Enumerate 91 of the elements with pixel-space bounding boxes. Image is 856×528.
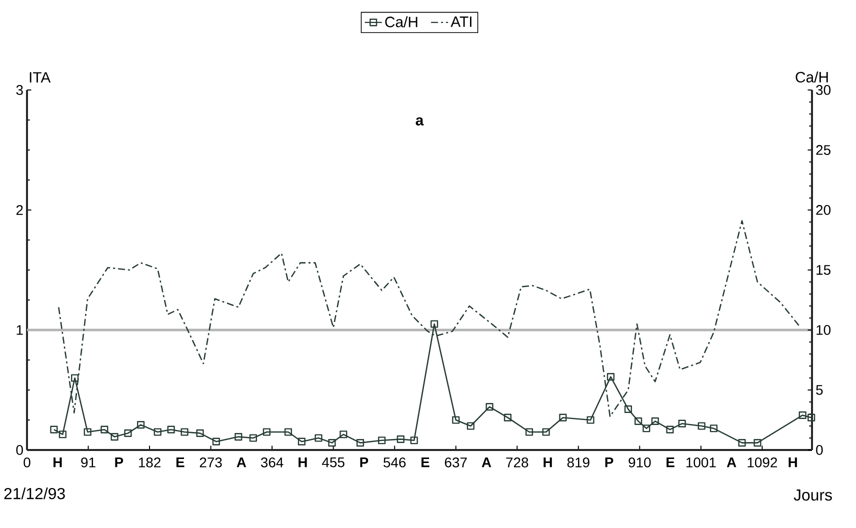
y-tick-label: 1 (16, 325, 23, 335)
point (378, 436, 386, 444)
point (58, 430, 66, 438)
x-tick-label: 455 (322, 458, 344, 468)
point (100, 426, 108, 434)
point (136, 421, 145, 429)
point (234, 433, 242, 441)
x-tick-label: 182 (138, 457, 160, 468)
point (212, 438, 220, 446)
text: a (416, 117, 424, 126)
point (340, 430, 348, 438)
x-tick-label: H (788, 458, 797, 468)
point (651, 417, 659, 425)
x-tick-label: P (605, 458, 614, 468)
point (328, 439, 336, 447)
y-tick-label: 2 (16, 205, 23, 215)
point (84, 428, 92, 436)
y2-axis-title: Ca/H (796, 72, 828, 82)
point (754, 439, 762, 447)
x-tick-label: 819 (567, 457, 590, 468)
point (249, 434, 257, 442)
x-tick-label: A (482, 458, 492, 468)
y2-tick-label: 20 (816, 205, 831, 215)
legend-label: ATI (450, 16, 472, 27)
point (798, 411, 806, 419)
x-tick-label: P (360, 458, 368, 468)
point (710, 424, 718, 432)
point (738, 439, 746, 447)
point (559, 414, 567, 422)
point (642, 424, 650, 432)
x-tick-label: E (422, 458, 430, 468)
point (180, 428, 188, 436)
y2-tick-label: 30 (816, 85, 831, 95)
point (410, 436, 418, 444)
point (504, 414, 512, 422)
point (698, 422, 706, 430)
point (262, 428, 270, 436)
y-tick-label: 3 (16, 85, 23, 95)
x-tick-label: E (176, 458, 184, 468)
x-tick-label: A (726, 458, 736, 468)
point (430, 320, 438, 328)
point (124, 429, 132, 437)
point (606, 373, 614, 381)
point (466, 422, 474, 430)
point (666, 426, 674, 434)
y2-tick-label: 15 (816, 265, 830, 275)
point (542, 428, 550, 436)
x-tick-label: H (298, 458, 307, 468)
y-tick-label: 0 (16, 445, 23, 455)
x-tick-label: 364 (260, 457, 284, 468)
point (452, 416, 460, 424)
x-tick-label: 1001 (686, 457, 716, 468)
x-tick-label: 1092 (748, 457, 777, 468)
y2-tick-label: 0 (816, 445, 823, 455)
x-tick-label: 637 (444, 457, 467, 468)
x-tick-label: 91 (81, 457, 96, 468)
text: 21/12/93 (4, 488, 65, 500)
y2-tick-label: 25 (816, 145, 830, 155)
x-tick-label: P (115, 458, 124, 468)
x-tick-label: 0 (24, 457, 30, 468)
x-axis-title: Jours (794, 490, 832, 501)
point (50, 426, 58, 434)
point (486, 403, 494, 411)
point (808, 414, 816, 422)
point (167, 426, 175, 434)
point (284, 428, 292, 436)
y-axis-title: ITA (30, 72, 51, 82)
legend-label: Ca/H (385, 16, 418, 28)
x-tick-label: 910 (628, 457, 651, 468)
point (678, 420, 686, 428)
point (196, 429, 204, 437)
point (624, 405, 632, 413)
x-tick-label: H (54, 458, 62, 468)
x-tick-label: 728 (506, 457, 528, 468)
x-tick-label: H (544, 458, 552, 468)
point (110, 433, 118, 441)
point (525, 428, 534, 436)
point (356, 439, 364, 447)
x-tick-label: 273 (200, 457, 222, 468)
point (586, 416, 594, 424)
x-tick-label: A (236, 458, 246, 468)
x-tick-label: 546 (384, 457, 406, 468)
point (298, 438, 306, 446)
point (154, 428, 162, 436)
point (71, 374, 79, 382)
y2-tick-label: 5 (816, 385, 823, 395)
point (314, 434, 322, 442)
point (396, 435, 404, 443)
y2-tick-label: 10 (816, 325, 831, 335)
point (634, 417, 642, 425)
x-tick-label: E (666, 458, 674, 468)
